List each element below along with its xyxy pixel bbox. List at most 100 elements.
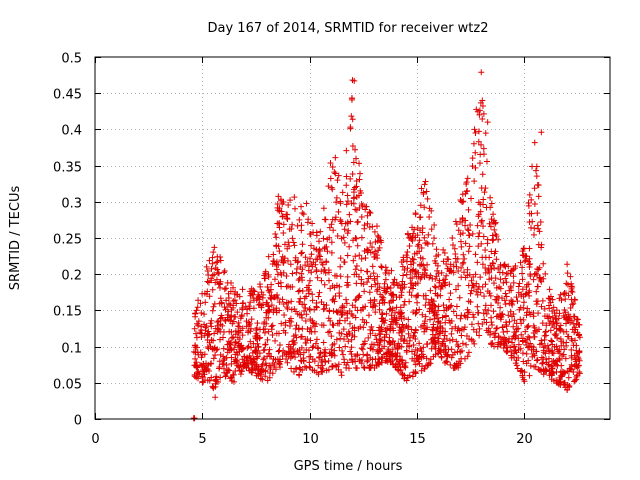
data-point: [288, 365, 295, 372]
data-point: [193, 307, 200, 314]
data-point: [519, 374, 526, 381]
data-point: [239, 325, 246, 332]
data-point: [202, 299, 209, 306]
data-point: [378, 264, 385, 271]
data-point: [312, 256, 319, 263]
data-point: [490, 211, 497, 218]
data-point: [312, 261, 319, 268]
data-point: [475, 199, 482, 206]
data-point: [525, 333, 532, 340]
data-point: [515, 325, 522, 332]
data-point: [433, 327, 440, 334]
data-point: [408, 348, 415, 355]
data-point: [487, 204, 494, 211]
data-point: [337, 200, 344, 207]
data-point: [392, 364, 399, 371]
data-point: [499, 311, 506, 318]
data-point: [339, 302, 346, 309]
data-point: [561, 307, 568, 314]
data-point: [214, 269, 221, 276]
data-point: [409, 224, 416, 231]
data-point: [227, 375, 234, 382]
data-point: [513, 349, 520, 356]
data-point: [455, 343, 462, 350]
data-point: [490, 280, 497, 287]
data-point: [468, 277, 475, 284]
data-point: [513, 320, 520, 327]
data-point: [313, 232, 320, 239]
data-point: [222, 373, 229, 380]
data-point: [542, 329, 549, 336]
data-point: [208, 374, 215, 381]
data-point: [401, 302, 408, 309]
data-point: [483, 310, 490, 317]
data-point: [389, 305, 396, 312]
data-point: [393, 294, 400, 301]
data-point: [286, 322, 293, 329]
y-tick-label: 0.45: [53, 88, 82, 103]
data-point: [515, 283, 522, 290]
data-point: [475, 138, 482, 145]
data-point: [204, 343, 211, 350]
data-point: [217, 321, 224, 328]
data-point: [239, 306, 246, 313]
data-point: [282, 329, 289, 336]
data-point: [278, 208, 285, 215]
data-point: [575, 362, 582, 369]
data-point: [422, 267, 429, 274]
data-point: [428, 297, 435, 304]
data-point: [233, 300, 240, 307]
data-point: [339, 347, 346, 354]
data-point: [276, 364, 283, 371]
data-point: [404, 231, 411, 238]
data-point: [466, 232, 473, 239]
data-point: [348, 356, 355, 363]
data-point: [540, 260, 547, 267]
data-point: [398, 315, 405, 322]
data-point: [560, 351, 567, 358]
data-point: [562, 296, 569, 303]
data-point: [336, 293, 343, 300]
data-point: [345, 338, 352, 345]
data-point: [421, 234, 428, 241]
data-point: [480, 110, 487, 117]
data-point: [519, 286, 526, 293]
data-point: [358, 201, 365, 208]
data-point: [526, 255, 533, 262]
data-point: [465, 349, 472, 356]
data-point: [532, 363, 539, 370]
data-point: [387, 327, 394, 334]
data-point: [522, 328, 529, 335]
y-tick-label: 0.35: [53, 161, 82, 176]
data-point: [296, 287, 303, 294]
data-point: [269, 360, 276, 367]
data-point: [199, 379, 206, 386]
data-point: [239, 300, 246, 307]
data-point: [455, 282, 462, 289]
data-point: [256, 301, 263, 308]
data-point: [325, 183, 332, 190]
data-point: [340, 234, 347, 241]
data-point: [211, 271, 218, 278]
data-point: [571, 296, 578, 303]
data-point: [539, 297, 546, 304]
data-point: [408, 292, 415, 299]
data-point: [553, 320, 560, 327]
data-point: [352, 206, 359, 213]
data-point: [348, 351, 355, 358]
data-point: [226, 328, 233, 335]
data-point: [531, 333, 538, 340]
data-point: [492, 248, 499, 255]
data-point: [533, 173, 540, 180]
data-point: [568, 285, 575, 292]
data-point: [487, 292, 494, 299]
data-point: [346, 211, 353, 218]
data-point: [443, 358, 450, 365]
data-point: [365, 334, 372, 341]
data-point: [272, 231, 279, 238]
data-point: [194, 304, 201, 311]
data-point: [576, 357, 583, 364]
data-point: [561, 379, 568, 386]
data-point: [340, 326, 347, 333]
data-point: [469, 311, 476, 318]
